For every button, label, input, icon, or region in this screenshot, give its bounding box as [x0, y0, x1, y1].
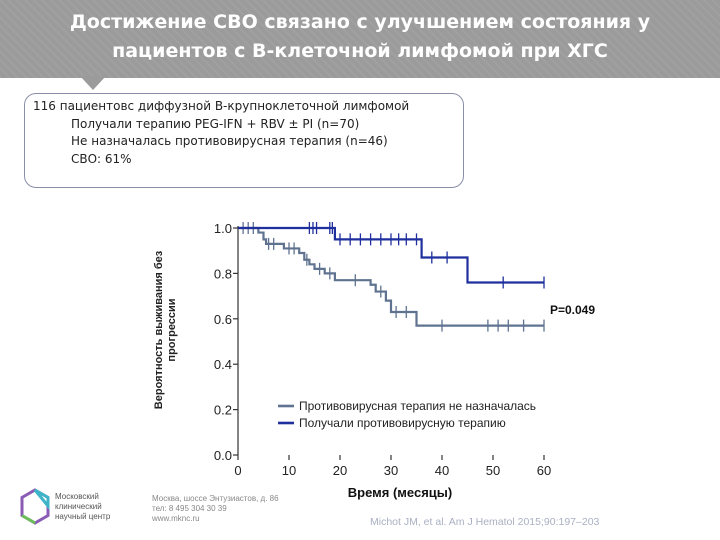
x-tick-label: 10	[282, 463, 296, 478]
y-tick-label: 0.0	[214, 448, 232, 463]
legend-label: Получали противовирусную терапию	[299, 416, 506, 430]
series-treated	[238, 222, 545, 289]
info-line-svr: СВО: 61%	[71, 151, 132, 166]
x-tick-label: 50	[486, 463, 500, 478]
clinic-logo-icon	[20, 488, 50, 525]
info-line-patients: 116 пациентовс диффузной В-крупноклеточн…	[33, 99, 410, 113]
survival-curve	[238, 226, 544, 327]
y-tick-label: 0.2	[214, 403, 232, 418]
clinic-name-line2: клинический	[55, 502, 102, 511]
x-tick-label: 40	[435, 463, 449, 478]
series-no-treatment	[238, 222, 545, 332]
x-tick-label: 0	[234, 463, 241, 478]
survival-curve	[238, 226, 544, 284]
title-bar	[0, 0, 720, 78]
address-line1: Москва, шоссе Энтузиастов, д. 86	[152, 494, 279, 503]
address-phone: тел: 8 495 304 30 39	[152, 504, 227, 513]
y-tick-label: 0.6	[214, 312, 232, 327]
survival-curves	[238, 222, 545, 332]
clinic-name-line3: научный центр	[55, 512, 111, 521]
slide-title: Достижение СВО связано с улучшением сост…	[0, 8, 720, 66]
citation: Michot JM, et al. Am J Hematol 2015;90:1…	[370, 516, 600, 528]
x-tick-label: 30	[384, 463, 398, 478]
clinic-address: Москва, шоссе Энтузиастов, д. 86 тел: 8 …	[152, 494, 279, 524]
chart-axes: 0.0 0.2 0.4 0.6 0.8 1.0 0 10 20 30 40 50 60	[214, 221, 551, 478]
y-tick-label: 1.0	[214, 221, 232, 236]
x-tick-label: 20	[333, 463, 347, 478]
slide-title-line2: пациентов с В-клеточной лимфомой при ХГС	[112, 40, 608, 62]
clinic-name: Московский клинический научный центр	[55, 492, 110, 522]
legend-label: Противовирусная терапия не назначалась	[299, 399, 536, 413]
p-value-annotation: P=0.049	[550, 303, 595, 317]
y-tick-label: 0.4	[214, 357, 232, 372]
x-axis-title: Время (месяцы)	[348, 485, 452, 500]
clinic-name-line1: Московский	[55, 492, 99, 501]
chart-legend: Противовирусная терапия не назначалась По…	[278, 399, 536, 430]
x-tick-label: 60	[537, 463, 551, 478]
slide-title-line1: Достижение СВО связано с улучшением сост…	[69, 11, 651, 33]
study-info-box: 116 пациентовс диффузной В-крупноклеточн…	[24, 93, 464, 188]
y-tick-label: 0.8	[214, 266, 232, 281]
info-line-treated: Получали терапию PEG-IFN + RBV ± PI (n=7…	[71, 116, 360, 131]
info-line-untreated: Не назначалась противовирусная терапия (…	[71, 134, 388, 148]
title-pointer	[80, 76, 106, 90]
address-website: www.mknc.ru	[152, 514, 200, 523]
